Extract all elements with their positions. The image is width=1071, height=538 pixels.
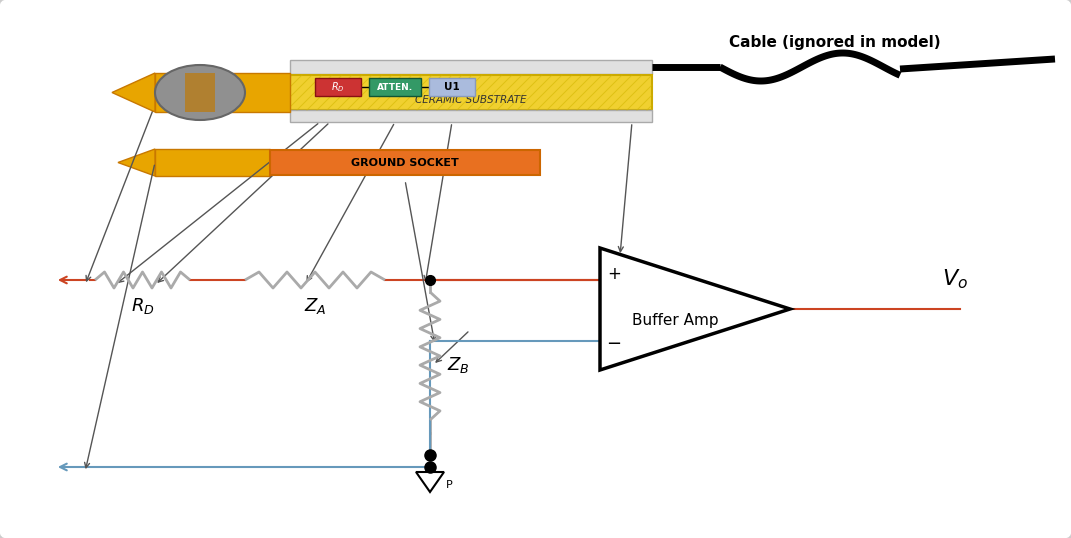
Text: ATTEN.: ATTEN. <box>377 82 413 91</box>
Text: GROUND SOCKET: GROUND SOCKET <box>351 158 458 167</box>
Text: CERAMIC SUBSTRATE: CERAMIC SUBSTRATE <box>416 95 527 105</box>
Polygon shape <box>112 73 155 112</box>
Text: $V_o$: $V_o$ <box>942 267 968 291</box>
Bar <box>290 75 652 110</box>
Polygon shape <box>118 149 155 176</box>
Text: U1: U1 <box>444 82 459 92</box>
Bar <box>369 78 421 96</box>
Polygon shape <box>416 472 444 492</box>
Text: $R_D$: $R_D$ <box>331 80 345 94</box>
Bar <box>429 78 476 96</box>
Bar <box>290 110 652 122</box>
Bar <box>185 73 215 112</box>
Text: P: P <box>446 480 453 490</box>
Text: Cable (ignored in model): Cable (ignored in model) <box>729 34 940 49</box>
Text: −: − <box>606 335 621 353</box>
Text: $R_D$: $R_D$ <box>131 296 154 316</box>
Text: +: + <box>607 265 621 284</box>
Text: $Z_B$: $Z_B$ <box>447 355 469 375</box>
Bar <box>270 150 540 175</box>
Bar <box>290 60 652 74</box>
Bar <box>315 78 361 96</box>
Polygon shape <box>600 248 790 370</box>
Polygon shape <box>155 73 290 112</box>
Polygon shape <box>155 149 270 176</box>
Text: $Z_A$: $Z_A$ <box>304 296 327 316</box>
Text: Buffer Amp: Buffer Amp <box>632 314 719 329</box>
Ellipse shape <box>155 65 245 120</box>
